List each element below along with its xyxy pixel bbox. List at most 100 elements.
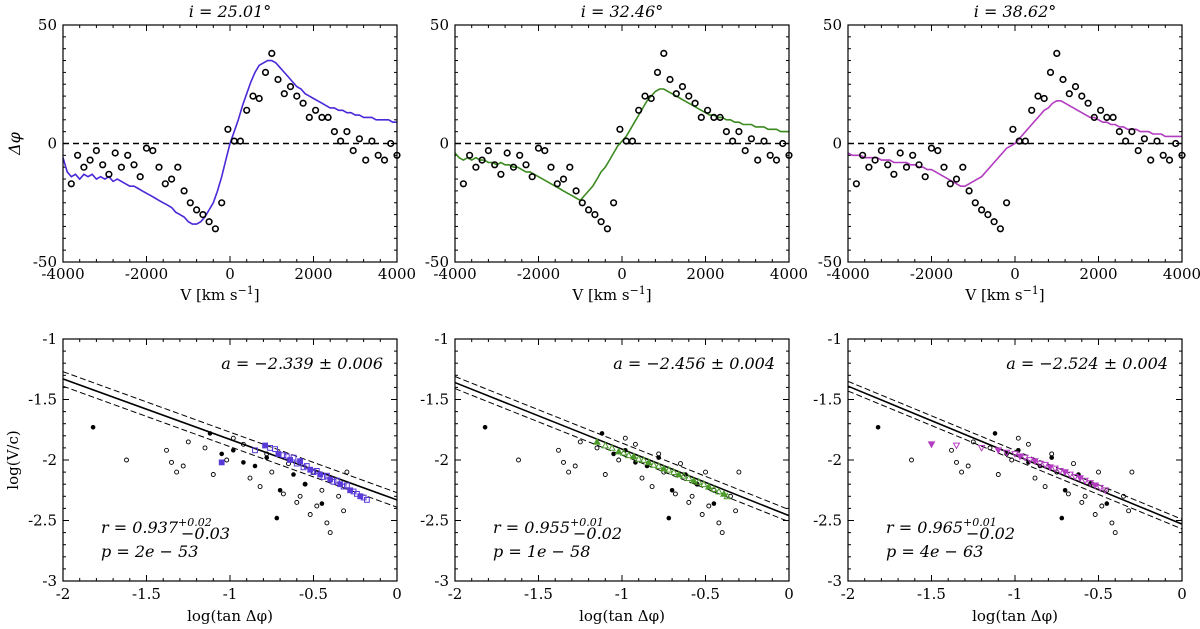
observed-point	[921, 173, 929, 181]
open-point	[703, 469, 708, 475]
observed-point	[754, 156, 762, 164]
observed-point	[299, 99, 307, 107]
filled-point	[231, 448, 236, 453]
observed-point	[318, 113, 326, 121]
observed-point	[971, 199, 979, 207]
observed-point	[641, 92, 649, 100]
x-tick-label: -0.5	[299, 585, 328, 603]
observed-point	[1071, 82, 1080, 91]
fit-lower-bound	[455, 388, 789, 523]
observed-point	[984, 211, 992, 219]
open-point	[566, 469, 572, 475]
model-point	[252, 447, 258, 454]
observed-point	[1115, 128, 1123, 136]
observed-point	[672, 90, 680, 98]
open-point	[1099, 503, 1105, 509]
observed-point	[722, 128, 731, 136]
observed-point	[1002, 199, 1011, 207]
y-tick-label: -1	[434, 330, 449, 348]
observed-point	[337, 137, 345, 145]
open-point	[649, 484, 655, 490]
observed-point	[703, 106, 712, 114]
observed-point	[597, 218, 605, 226]
open-point	[257, 484, 263, 490]
open-point	[164, 447, 169, 453]
observed-point	[280, 90, 288, 98]
observed-point	[1046, 68, 1055, 76]
observed-point	[1153, 137, 1161, 145]
observed-point	[1078, 92, 1086, 100]
model-point	[1066, 471, 1074, 479]
fit-lower-bound	[848, 390, 1182, 530]
fit-upper-bound	[455, 376, 789, 511]
open-point	[224, 457, 230, 463]
observed-point	[647, 94, 655, 103]
open-point	[987, 445, 993, 451]
observed-point	[772, 156, 781, 164]
model-point	[927, 441, 936, 449]
y-tick-label: 0	[832, 135, 842, 153]
x-tick-label: 0	[784, 585, 794, 603]
observed-point	[541, 147, 549, 155]
observed-point	[852, 180, 861, 188]
filled-point	[277, 488, 283, 493]
x-tick-label: 4000	[770, 265, 808, 283]
observed-points	[459, 49, 793, 233]
observed-point	[996, 225, 1005, 233]
model-point	[601, 441, 610, 449]
x-tick-label: 2000	[686, 265, 724, 283]
open-point	[1049, 451, 1055, 457]
filled-point	[1059, 515, 1065, 521]
observed-point	[92, 147, 100, 155]
observed-point	[940, 163, 948, 171]
open-point	[672, 491, 678, 497]
fit-upper-bound	[848, 380, 1182, 520]
observed-point	[218, 199, 226, 207]
observed-point	[1121, 137, 1130, 145]
observed-point	[1028, 106, 1036, 114]
model-curve	[847, 100, 1182, 187]
model-point	[674, 470, 683, 478]
observed-point	[890, 170, 898, 178]
model-point	[1036, 460, 1044, 468]
observed-point	[1084, 99, 1092, 107]
x-tick-label: -1	[1008, 585, 1023, 603]
model-point	[330, 478, 337, 485]
model-point	[1016, 453, 1024, 461]
correlation-upper-error: +0.02	[178, 516, 212, 529]
open-point	[336, 493, 342, 499]
correlation-value: r = 0.955	[493, 518, 570, 537]
y-tick-label: -50	[33, 253, 57, 271]
open-point	[280, 491, 286, 497]
model-point	[1026, 457, 1034, 465]
observed-point	[491, 161, 499, 169]
filled-point	[319, 501, 325, 506]
y-tick-label: -3	[434, 572, 449, 590]
open-point	[1079, 499, 1085, 505]
observed-point	[566, 163, 574, 171]
p-value-annotation: p = 2e − 53	[101, 542, 198, 561]
model-point	[654, 461, 663, 469]
model-point	[639, 455, 648, 463]
x-axis-label-end: ]	[254, 286, 260, 304]
observed-point	[324, 113, 332, 121]
plot-area	[63, 371, 397, 536]
observed-point	[1090, 113, 1098, 121]
open-point	[561, 459, 566, 465]
filled-point	[302, 481, 308, 487]
model-point	[704, 482, 713, 490]
model-point	[310, 469, 317, 476]
y-tick-label: -2.5	[420, 512, 449, 530]
x-axis-label-exponent: −1	[630, 284, 646, 297]
model-point	[952, 442, 961, 450]
open-point	[314, 503, 320, 509]
open-point	[307, 512, 313, 517]
observed-point	[884, 161, 892, 169]
observed-point	[678, 82, 687, 91]
observed-point	[603, 225, 612, 233]
model-point	[303, 463, 310, 469]
observed-point	[528, 173, 536, 181]
open-point	[689, 493, 695, 499]
open-point	[970, 439, 976, 445]
observed-point	[534, 144, 543, 152]
